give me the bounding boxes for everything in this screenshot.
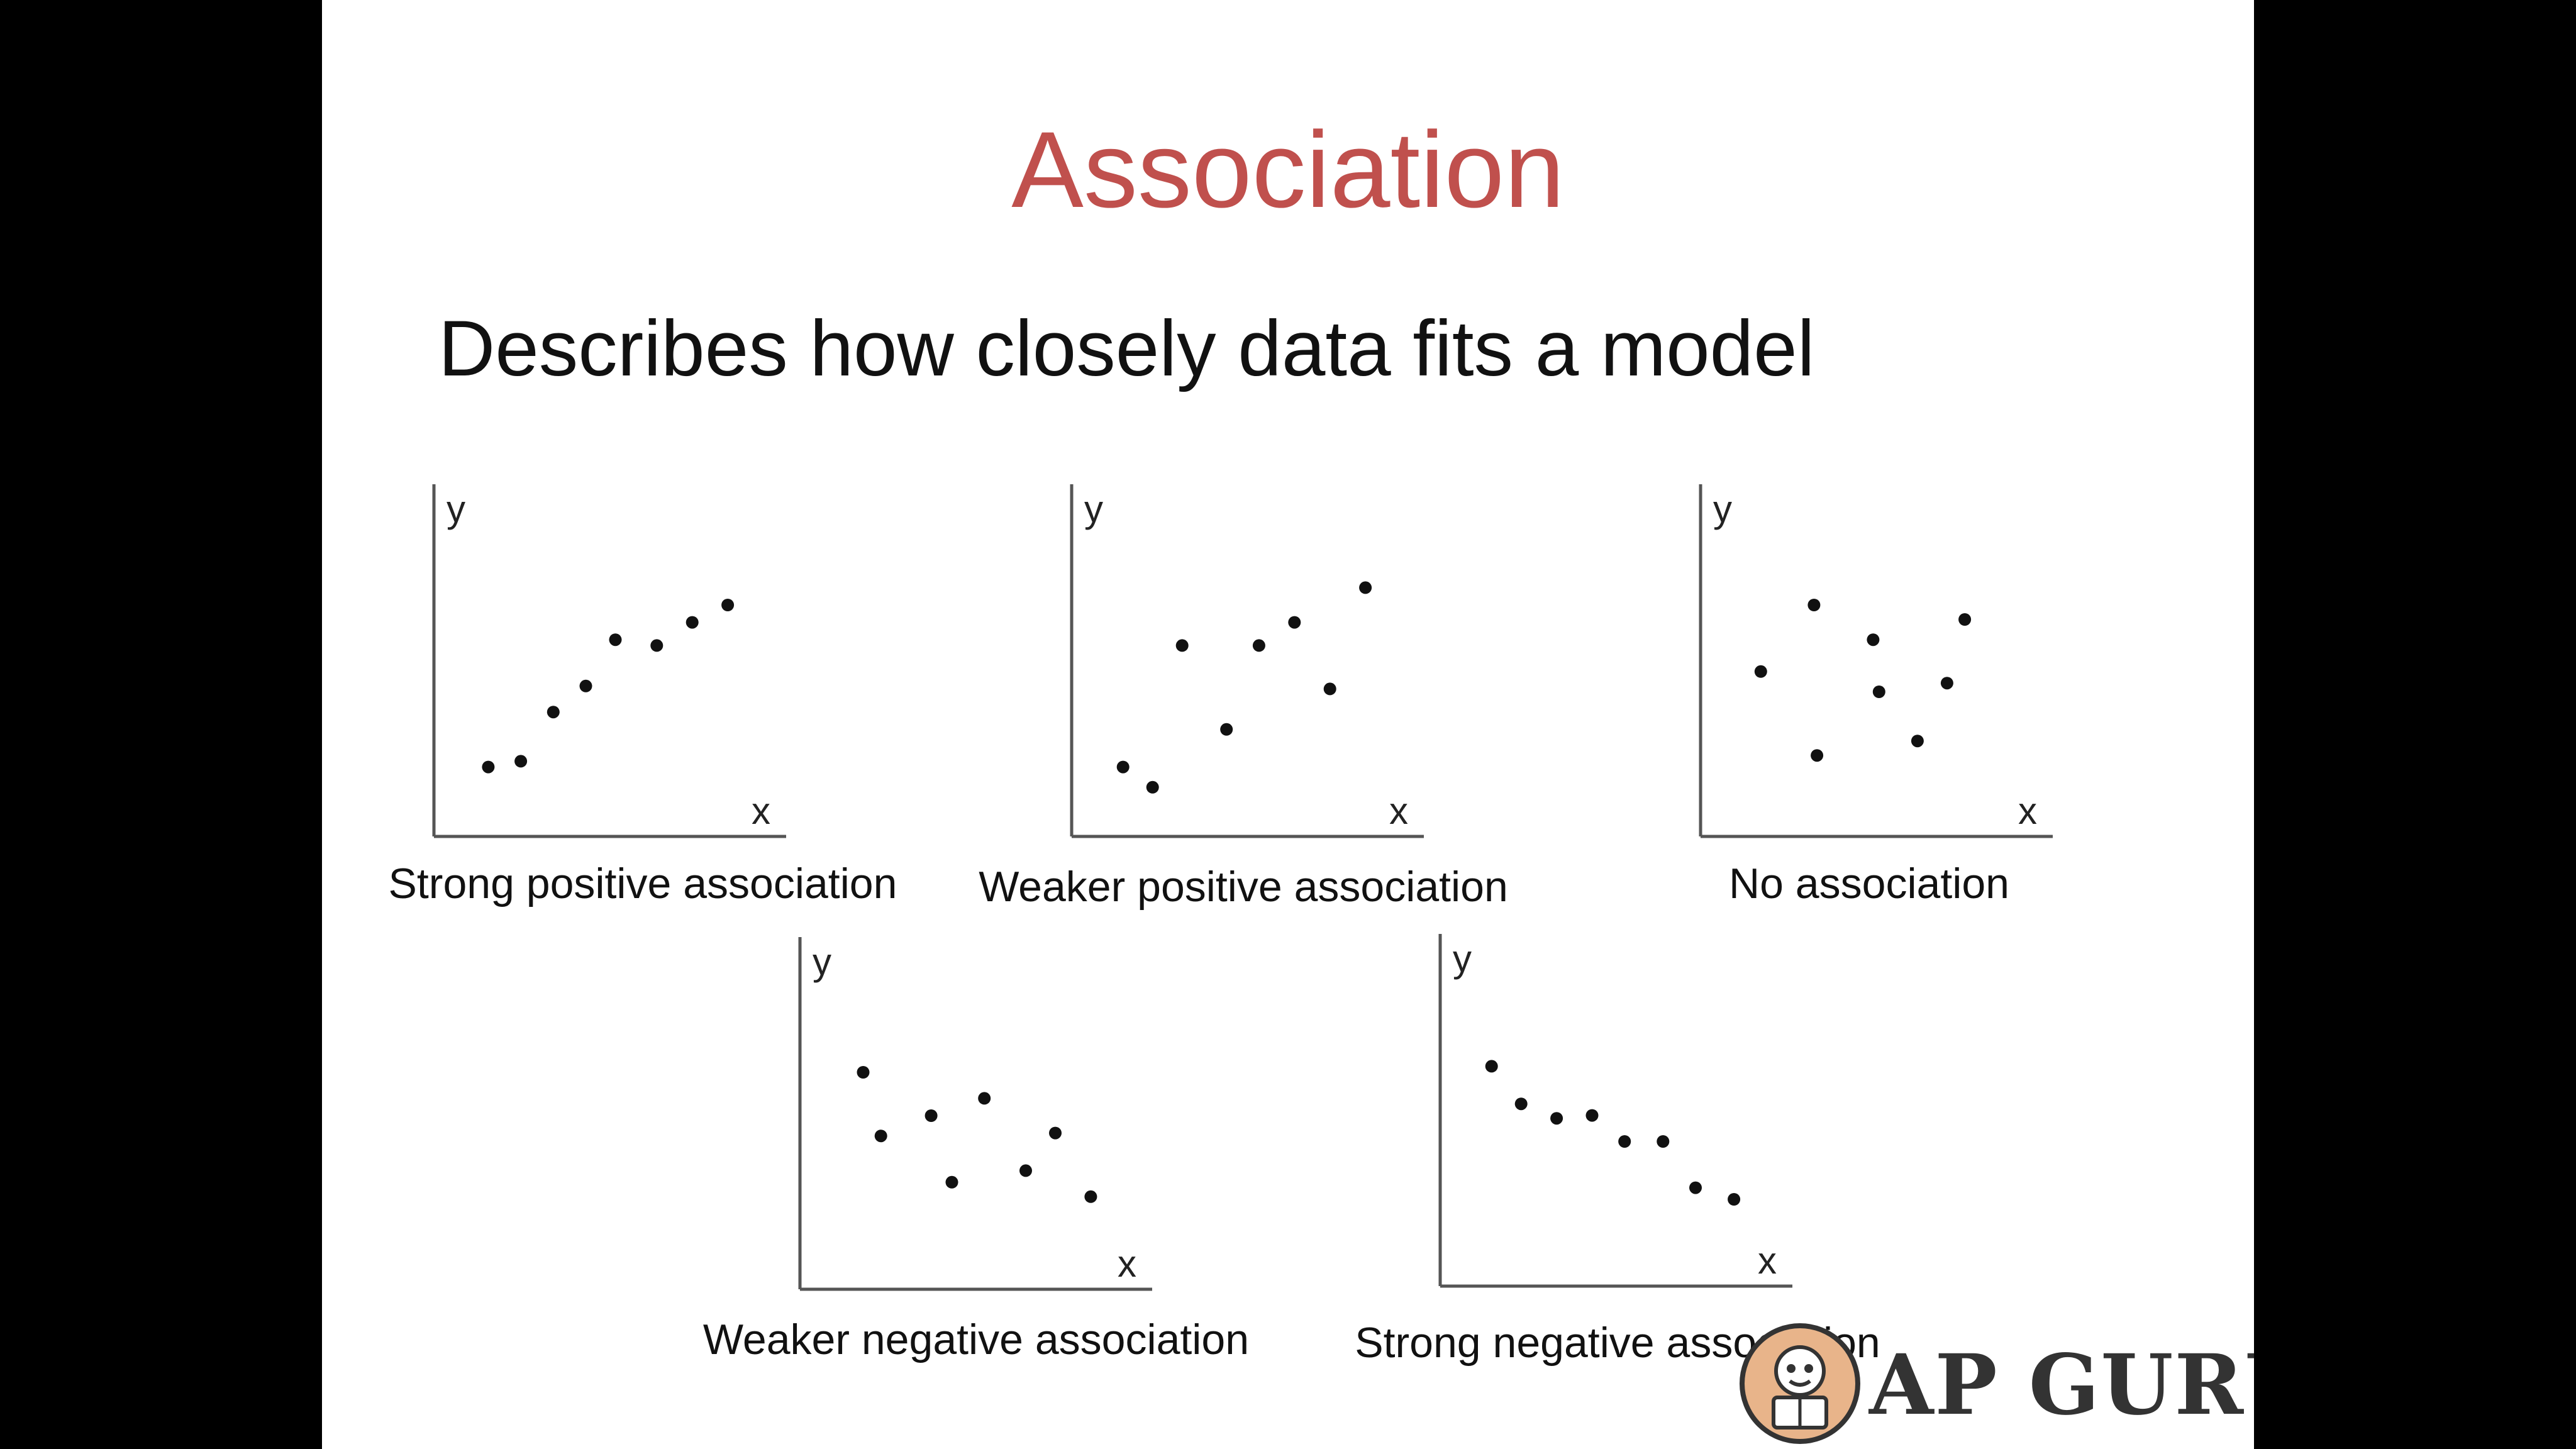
scatter-point (1689, 1181, 1702, 1194)
scatter-point (945, 1175, 958, 1189)
x-axis-label: x (2018, 790, 2037, 832)
scatter-point (1116, 760, 1130, 774)
scatter-point (1728, 1193, 1741, 1206)
scatter-weaker-negative: yx (798, 937, 1152, 1291)
y-axis-label: y (1084, 488, 1103, 530)
scatter-point (924, 1109, 938, 1122)
scatter-point (1049, 1126, 1062, 1140)
scatter-point (1911, 735, 1924, 748)
scatter-point (1958, 613, 1972, 626)
scatter-point (1867, 633, 1880, 647)
scatter-point (1872, 686, 1885, 698)
scatter-no-association: yx (1699, 484, 2053, 838)
scatter-point (1323, 682, 1336, 696)
scatter-point (1252, 639, 1265, 652)
guru-mascot-icon (1740, 1323, 1860, 1444)
caption-weaker-negative: Weaker negative association (702, 1316, 1250, 1363)
scatter-point (1175, 639, 1189, 652)
scatter-point (1019, 1164, 1032, 1177)
scatter-point (686, 616, 699, 629)
scatter-weaker-positive: yx (1070, 484, 1424, 838)
scatter-point (514, 755, 528, 768)
y-axis-label: y (813, 941, 831, 983)
scatter-point (1940, 677, 1953, 690)
scatter-point (1485, 1060, 1498, 1073)
scatter-point (1514, 1097, 1528, 1111)
slide-title: Association (1011, 109, 1565, 230)
scatter-point (1550, 1112, 1563, 1125)
scatter-point (1146, 780, 1159, 794)
scatter-point (1754, 665, 1767, 678)
scatter-point (721, 599, 735, 611)
scatter-strong-positive: yx (432, 484, 786, 838)
scatter-point (1288, 616, 1301, 629)
x-axis-label: x (1389, 790, 1408, 832)
slide-subtitle: Describes how closely data fits a model (438, 305, 1815, 392)
scatter-point (579, 679, 592, 692)
scatter-point (547, 706, 560, 719)
logo-text: AP GURU (1869, 1336, 2254, 1434)
scatter-point (874, 1130, 887, 1143)
ap-guru-logo: AP GURU (1724, 1308, 2254, 1449)
caption-no-association: No association (1728, 860, 2010, 908)
scatter-point (978, 1092, 991, 1105)
y-axis-label: y (1453, 938, 1472, 980)
scatter-strong-negative: yx (1438, 934, 1792, 1288)
scatter-point (609, 633, 622, 647)
x-axis-label: x (752, 790, 770, 832)
scatter-point (1359, 581, 1372, 594)
scatter-point (1618, 1135, 1631, 1148)
scatter-point (1811, 749, 1824, 762)
scatter-point (650, 639, 663, 652)
scatter-point (482, 760, 495, 774)
y-axis-label: y (1713, 488, 1732, 530)
x-axis-label: x (1118, 1243, 1136, 1285)
scatter-point (1220, 723, 1233, 736)
scatter-point (1084, 1190, 1097, 1203)
y-axis-label: y (447, 488, 465, 530)
scatter-point (1585, 1109, 1599, 1122)
scatter-point (1657, 1135, 1670, 1148)
scatter-point (857, 1066, 870, 1079)
x-axis-label: x (1758, 1240, 1777, 1282)
scatter-point (1807, 599, 1821, 611)
caption-weaker-positive: Weaker positive association (979, 863, 1508, 911)
slide: Association Describes how closely data f… (322, 0, 2254, 1449)
caption-strong-positive: Strong positive association (388, 860, 897, 908)
